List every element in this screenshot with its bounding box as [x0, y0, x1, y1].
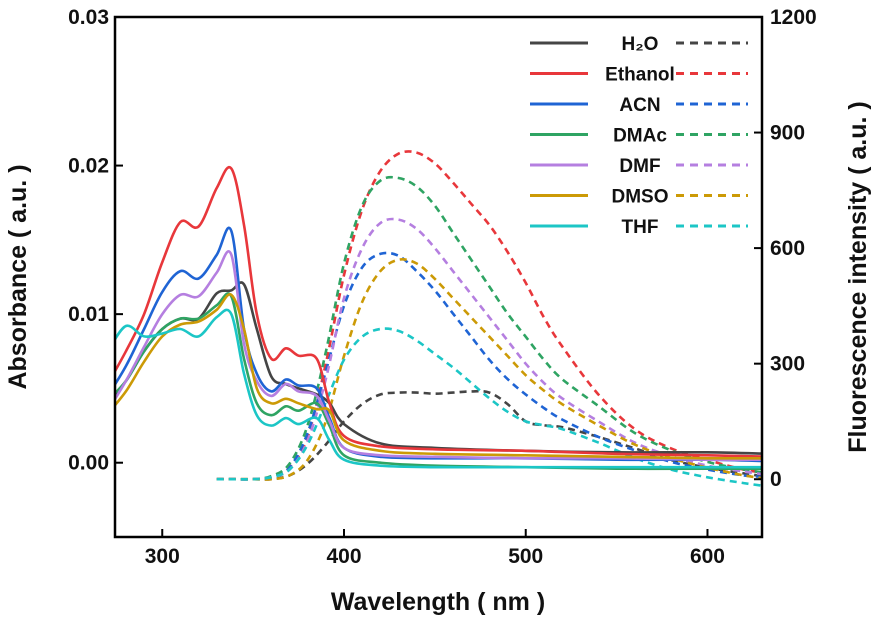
fluorescence-line-DMSO	[216, 257, 762, 481]
plot-area	[115, 150, 762, 487]
fluorescence-line-Ethanol	[216, 150, 762, 481]
y-tick-label: 0.03	[68, 6, 109, 29]
x-tick-label: 500	[508, 545, 543, 568]
x-tick-label: 300	[145, 545, 180, 568]
y2-tick-label: 300	[770, 353, 805, 376]
y2-tick-label: 600	[770, 237, 805, 260]
axes: 300 400 500 600 0.00 0.01 0.02 0.03 0 300 600 900 12…	[68, 6, 817, 568]
legend-label: DMSO	[612, 187, 669, 208]
plot-frame	[113, 15, 764, 539]
absorbance-line-DMSO	[115, 293, 762, 460]
x-axis-title: Wavelength ( nm )	[331, 588, 545, 616]
legend-label: H₂O	[622, 34, 659, 55]
x-tick-label: 400	[326, 545, 361, 568]
legend-label: THF	[622, 217, 659, 238]
fluorescence-line-ACN	[216, 251, 762, 481]
absorbance-line-THF	[115, 308, 762, 469]
y2-tick-label: 0	[770, 468, 782, 491]
y-tick-label: 0.00	[68, 452, 109, 475]
fluorescence-line-DMF	[216, 217, 762, 481]
fluorescence-line-DMAc	[216, 175, 762, 481]
y2-tick-label: 900	[770, 122, 805, 145]
y2-axis-title: Fluorescence intensity ( a.u. )	[844, 101, 872, 452]
y-tick-label: 0.01	[68, 303, 109, 326]
legend-label: Ethanol	[605, 65, 675, 86]
absorbance-line-DMAc	[115, 292, 762, 471]
absorbance-line-H₂O	[115, 281, 762, 455]
y-tick-label: 0.02	[68, 155, 109, 178]
y2-tick-label: 1200	[770, 6, 817, 29]
x-tick-label: 600	[690, 545, 725, 568]
legend-label: DMAc	[613, 126, 667, 147]
absorbance-line-DMF	[115, 250, 762, 462]
absorbance-line-Ethanol	[115, 165, 762, 458]
legend-label: ACN	[619, 95, 660, 116]
absorbance-line-ACN	[115, 226, 762, 463]
legend-label: DMF	[619, 156, 660, 177]
y-axis-title: Absorbance ( a.u. )	[4, 164, 32, 389]
legend: H₂O Ethanol ACN DMAc DMF DMSO THF	[530, 34, 748, 238]
